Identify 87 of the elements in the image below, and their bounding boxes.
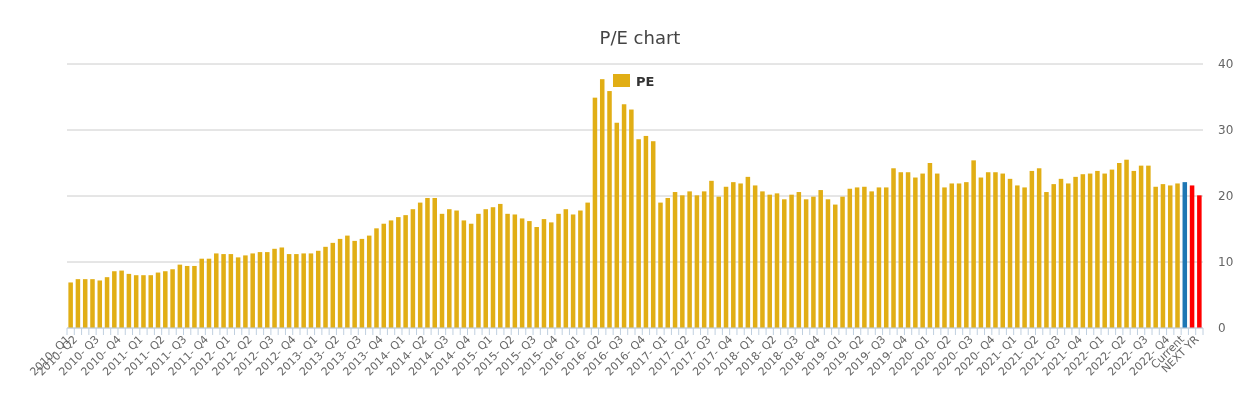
bar [483,209,488,328]
bar [680,195,685,328]
bar [789,194,794,328]
bar [658,202,663,328]
bar [738,183,743,328]
bar [454,210,459,328]
y-tick-label: 30 [1218,123,1234,138]
bar [396,217,401,328]
bar [1044,192,1049,328]
bar [498,203,503,328]
bar [141,275,146,328]
bar [163,271,168,328]
bar [505,213,510,328]
bar [534,227,539,328]
bar [891,168,896,328]
bar [352,240,357,328]
bar [782,199,787,328]
bar [1015,185,1020,328]
y-tick-label: 10 [1218,255,1234,270]
bar [818,190,823,328]
bar [556,213,561,328]
bar [1095,170,1100,328]
bar [833,204,838,328]
bar [294,254,299,328]
bar [760,191,765,328]
bar [112,271,117,328]
bar [629,109,634,328]
bar [1197,195,1202,328]
y-tick-label: 0 [1218,321,1226,336]
bar [767,194,772,328]
bar [716,196,721,328]
bar [687,191,692,328]
bar [549,222,554,328]
y-tick-label: 40 [1218,57,1234,72]
bar [1051,184,1056,328]
bar [403,215,408,328]
bar [964,182,969,328]
bar [636,139,641,328]
bar [432,197,437,328]
bar [811,196,816,328]
bar [345,235,350,328]
bar [942,187,947,328]
bar [119,270,124,328]
bar [1146,165,1151,328]
bar [1000,173,1005,328]
bar [578,210,583,328]
bar [447,209,452,328]
bar [993,172,998,328]
bar [272,248,277,328]
chart-title: P/E chart [599,27,681,48]
bar [243,255,248,328]
bar [1022,187,1027,328]
bar [250,253,255,328]
bar [68,282,73,328]
bar [731,182,736,328]
bar [265,252,270,328]
bar [1175,183,1180,328]
bar [840,196,845,328]
bar [301,253,306,328]
bar [913,177,918,328]
bar [527,221,532,328]
bar [1102,173,1107,328]
bar [1117,163,1122,328]
y-tick-label: 20 [1218,189,1234,204]
bar [709,180,714,328]
bar [585,202,590,328]
bar [476,213,481,328]
bar [1124,159,1129,328]
bar [1153,186,1158,328]
bar [374,228,379,328]
bar [170,269,175,328]
bar [425,197,430,328]
bar [214,253,219,328]
bar [1073,176,1078,328]
bar [148,275,153,328]
bar [1066,183,1071,328]
bar [862,186,867,328]
bar [221,254,226,328]
bar [971,160,976,328]
bar [869,191,874,328]
legend-label: PE [636,73,655,89]
bar [323,246,328,328]
bar [920,173,925,328]
bar [90,279,95,328]
bar [199,258,204,328]
bar [192,265,197,328]
bar [607,91,612,328]
